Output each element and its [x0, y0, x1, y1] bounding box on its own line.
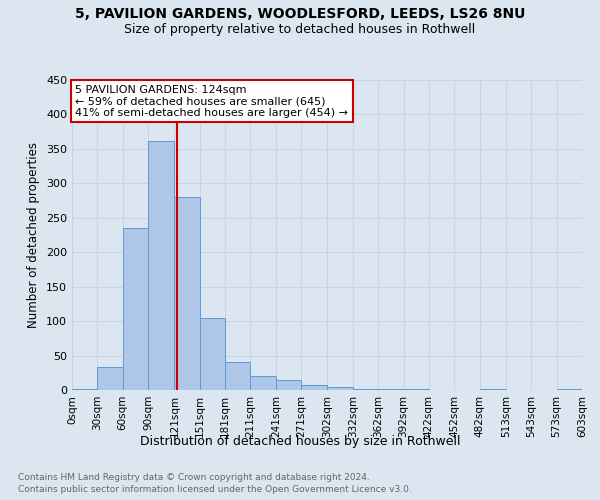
Bar: [250, 376, 276, 390]
Text: Contains HM Land Registry data © Crown copyright and database right 2024.: Contains HM Land Registry data © Crown c…: [18, 472, 370, 482]
Text: Contains public sector information licensed under the Open Government Licence v3: Contains public sector information licen…: [18, 485, 412, 494]
Bar: [97, 366, 123, 390]
Bar: [175, 197, 200, 390]
Bar: [301, 385, 328, 390]
Bar: [148, 140, 175, 390]
Bar: [200, 318, 225, 390]
Y-axis label: Number of detached properties: Number of detached properties: [28, 142, 40, 328]
Text: Distribution of detached houses by size in Rothwell: Distribution of detached houses by size …: [140, 435, 460, 448]
Text: 5, PAVILION GARDENS, WOODLESFORD, LEEDS, LS26 8NU: 5, PAVILION GARDENS, WOODLESFORD, LEEDS,…: [75, 8, 525, 22]
Text: 5 PAVILION GARDENS: 124sqm
← 59% of detached houses are smaller (645)
41% of sem: 5 PAVILION GARDENS: 124sqm ← 59% of deta…: [76, 85, 349, 118]
Bar: [72, 388, 97, 390]
Text: Size of property relative to detached houses in Rothwell: Size of property relative to detached ho…: [124, 22, 476, 36]
Bar: [276, 380, 301, 390]
Bar: [225, 362, 250, 390]
Bar: [328, 386, 353, 390]
Bar: [123, 228, 148, 390]
